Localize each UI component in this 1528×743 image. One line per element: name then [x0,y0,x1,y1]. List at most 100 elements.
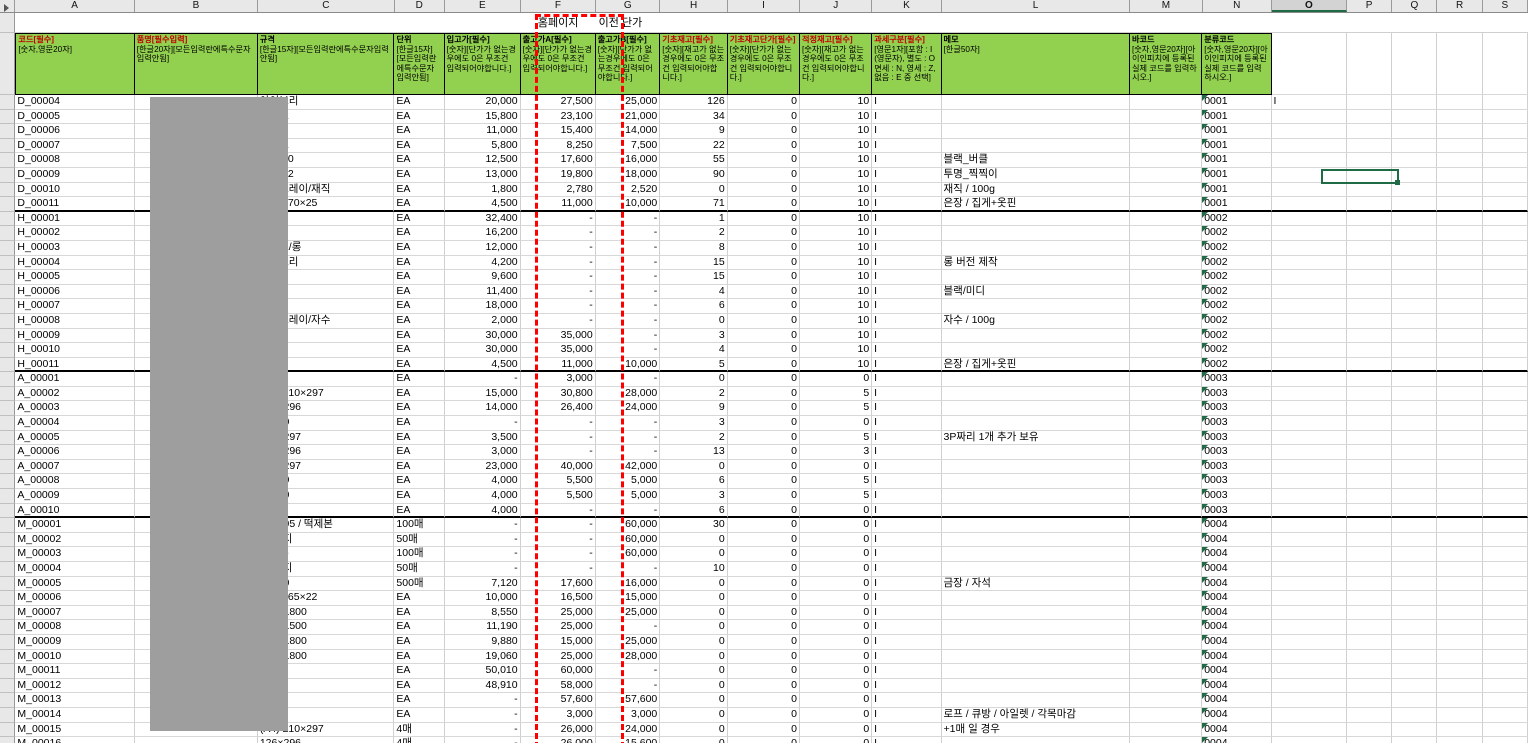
cell-empty-s[interactable] [1482,474,1528,490]
cell-empty-s[interactable] [1482,445,1528,460]
cell-empty-r[interactable] [1437,167,1483,183]
cell-empty-q[interactable] [1391,357,1438,373]
cell-n[interactable]: 0003 [1202,459,1272,475]
cell-l[interactable] [941,299,1130,314]
cell-k[interactable]: I [872,197,942,212]
cell-d[interactable]: EA [394,386,445,402]
cell-i[interactable]: 0 [727,591,800,606]
cell-j[interactable]: 10 [799,153,873,168]
cell-empty-r[interactable] [1437,678,1483,694]
cell-f[interactable]: - [520,445,596,460]
cell-m[interactable] [1129,328,1203,344]
cell-n[interactable]: 0002 [1202,299,1272,314]
cell-l[interactable] [941,109,1130,125]
cell-l[interactable] [941,270,1130,285]
cell-c[interactable]: (A4) 210×297 [257,722,395,738]
cell-g[interactable]: 3,000 [595,707,661,723]
cell-g[interactable]: - [595,313,661,329]
cell-empty-o[interactable] [1271,328,1347,344]
cell-l[interactable] [941,737,1130,743]
cell-g[interactable]: - [595,678,661,694]
header-cell-n[interactable]: 분류코드 [숫자,영문20자][아이인피치에 등록된 실제 코드를 입력하시오.] [1202,33,1272,95]
cell-h[interactable]: 2 [660,430,728,446]
cell-n[interactable]: 0003 [1202,386,1272,402]
cell-h[interactable]: 0 [660,737,728,743]
row-header[interactable] [0,416,16,431]
cell-i[interactable]: 0 [727,518,800,533]
cell-empty-s[interactable] [1482,182,1528,198]
cell-h[interactable]: 22 [660,138,728,154]
cell-h[interactable]: 0 [660,459,728,475]
table-row[interactable]: H_00008 다크그레이/자수 EA 2,000- -0 0 10 I 자수 / 100g 00… [0,313,1528,329]
cell-f[interactable]: 26,000 [520,722,596,738]
cell-g[interactable]: 10,000 [595,197,661,212]
cell-l[interactable] [941,240,1130,256]
header-cell-i[interactable]: 기초재고단가[필수] [숫자][단가가 없는경우에도 0은 무조건 입력되어야합니… [727,33,800,95]
cell-n[interactable]: 0002 [1202,240,1272,256]
cell-empty-r[interactable] [1437,138,1483,154]
cell-empty-p[interactable] [1346,489,1392,504]
cell-empty-o[interactable] [1271,284,1347,300]
cell-j[interactable]: 0 [799,518,873,533]
cell-empty-p[interactable] [1346,591,1392,606]
cell-empty-o[interactable] [1271,109,1347,125]
cell-i[interactable]: 0 [727,153,800,168]
cell-g[interactable]: 16,000 [595,576,661,592]
cell-m[interactable] [1129,620,1203,635]
cell-i[interactable]: 0 [727,138,800,154]
cell-d[interactable]: EA [394,503,445,519]
cell-h[interactable]: 15 [660,270,728,285]
cell-m[interactable] [1129,459,1203,475]
cell-j[interactable]: 10 [799,182,873,198]
cell-empty-o[interactable] [1271,474,1347,490]
cell-d[interactable]: 4매 [394,737,445,743]
cell-empty-p[interactable] [1346,445,1392,460]
row-header[interactable] [0,138,16,154]
cell-empty-p[interactable] [1346,313,1392,329]
column-header-f[interactable]: F [520,0,596,12]
cell-n[interactable]: 0001 [1202,197,1272,212]
cell-h[interactable]: 4 [660,343,728,358]
cell-e[interactable]: 14,000 [444,401,521,417]
cell-n[interactable]: 0001 [1202,182,1272,198]
cell-n[interactable]: 0002 [1202,211,1272,227]
cell-i[interactable]: 0 [727,722,800,738]
cell-j[interactable]: 0 [799,678,873,694]
cell-m[interactable] [1129,693,1203,708]
cell-empty-o[interactable] [1271,401,1347,417]
header-cell-h[interactable]: 기초재고[필수] [숫자][재고가 없는경우에도 0은 무조건 입력되어야합니다.… [660,33,728,95]
cell-g[interactable]: - [595,255,661,271]
cell-empty-q[interactable] [1391,634,1438,650]
cell-f[interactable]: 3,000 [520,707,596,723]
cell-i[interactable]: 0 [727,416,800,431]
cell-g[interactable]: 10,000 [595,357,661,373]
cell-d[interactable]: 50매 [394,532,445,548]
cell-j[interactable]: 0 [799,620,873,635]
cell-empty-q[interactable] [1391,386,1438,402]
cell-j[interactable]: 0 [799,532,873,548]
cell-h[interactable]: 0 [660,313,728,329]
cell-j[interactable]: 0 [799,722,873,738]
cell-m[interactable] [1129,562,1203,577]
cell-e[interactable]: 16,200 [444,226,521,241]
cell-e[interactable]: 11,400 [444,284,521,300]
table-row[interactable]: M_0000590×50500매7,12017,60016,000000I금장 … [0,576,1528,592]
cell-g[interactable]: - [595,343,661,358]
cell-h[interactable]: 0 [660,678,728,694]
cell-k[interactable]: I [872,401,942,417]
cell-empty-r[interactable] [1437,707,1483,723]
cell-empty-q[interactable] [1391,313,1438,329]
cell-d[interactable]: EA [394,109,445,125]
cell-empty-r[interactable] [1437,576,1483,592]
cell-empty-s[interactable] [1482,562,1528,577]
cell-empty-q[interactable] [1391,474,1438,490]
cell-g[interactable]: - [595,226,661,241]
cell-g[interactable]: - [595,372,661,387]
cell-n[interactable]: 0003 [1202,401,1272,417]
cell-i[interactable]: 0 [727,124,800,139]
cell-empty-p[interactable] [1346,124,1392,139]
cell-empty-q[interactable] [1391,605,1438,621]
